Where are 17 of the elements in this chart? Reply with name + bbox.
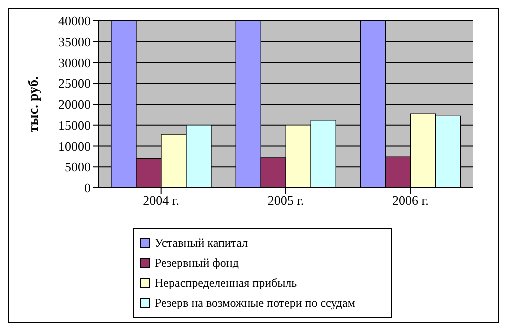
y-tick-label: 35000 bbox=[58, 34, 91, 50]
legend-label: Резервный фонд bbox=[154, 255, 240, 272]
y-tick-label: 30000 bbox=[58, 55, 91, 70]
y-axis-title: тыс. руб. bbox=[26, 76, 42, 132]
x-tick-label: 2005 г. bbox=[268, 193, 304, 208]
y-tick-label: 0 bbox=[84, 180, 91, 196]
y-tick-label: 25000 bbox=[58, 76, 91, 92]
y-tick-label: 20000 bbox=[58, 97, 91, 112]
y-tick-label: 5000 bbox=[65, 160, 91, 175]
x-tick-label: 2006 г. bbox=[392, 193, 429, 208]
y-tick-label: 40000 bbox=[58, 14, 91, 29]
legend-label: Уставный капитал bbox=[154, 235, 250, 252]
legend-label: Нераспределенная прибыль bbox=[154, 275, 298, 292]
x-tick-label: 2004 г. bbox=[143, 193, 180, 208]
y-tick-label: 15000 bbox=[58, 118, 91, 133]
y-tick-label: 10000 bbox=[58, 138, 91, 154]
legend-label: Резерв на возможные потери по ссудам bbox=[154, 295, 356, 312]
